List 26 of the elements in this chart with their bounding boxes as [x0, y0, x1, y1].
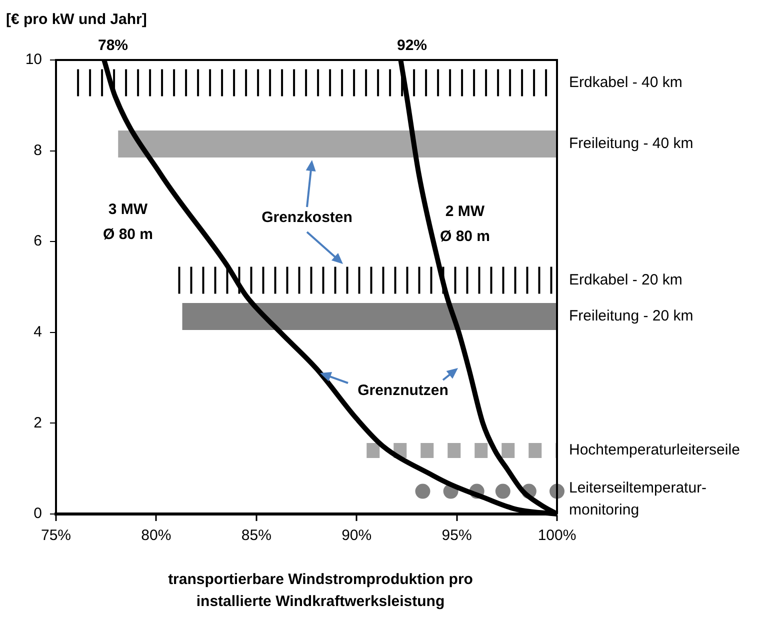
- text: 78%: [98, 37, 128, 54]
- series-label: Freileitung - 20 km: [569, 308, 694, 325]
- series-label: Hochtemperaturleiterseile: [569, 442, 740, 459]
- x-axis-title: transportierbare Windstromproduktion pro installierte Windkraftwerksleistung: [168, 571, 473, 610]
- series-label: Erdkabel - 20 km: [569, 271, 682, 288]
- series-label: Erdkabel - 40 km: [569, 74, 682, 91]
- x-tick-label: 100%: [538, 527, 576, 544]
- y-axis-title: [€ pro kW und Jahr]: [6, 11, 147, 28]
- x-tick-label: 75%: [40, 527, 72, 544]
- y-tick-label: 0: [34, 505, 42, 522]
- annotation: Grenznutzen: [358, 382, 448, 400]
- x-tick-label: 95%: [442, 527, 472, 544]
- annotation: Grenzkosten: [262, 209, 352, 226]
- y-tick-label: 2: [34, 414, 42, 432]
- series-label: Freileitung - 40 km: [569, 135, 694, 152]
- text: 92%: [396, 37, 428, 54]
- annotation: 2 MW Ø 80 m: [440, 203, 490, 246]
- y-tick-label: 4: [34, 324, 42, 341]
- y-tick-label: 8: [34, 142, 42, 159]
- x-tick-label: 90%: [342, 527, 372, 544]
- x-tick-label: 85%: [241, 527, 272, 544]
- series-label: Leiterseiltemperatur-monitoring: [569, 479, 707, 518]
- y-tick-label: 6: [34, 232, 42, 250]
- annotation: 3 MW Ø 80 m: [102, 201, 154, 244]
- x-tick-label: 80%: [141, 527, 172, 544]
- y-tick-label: 10: [25, 51, 42, 68]
